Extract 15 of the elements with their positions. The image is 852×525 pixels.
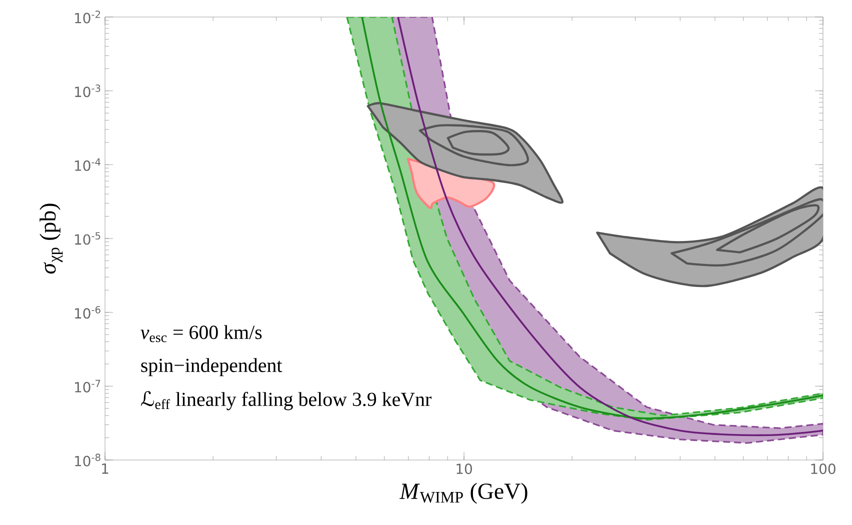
x-tick-label: 100 bbox=[811, 464, 836, 474]
annotation: v$_{esc}$ = 600 km/s bbox=[140, 325, 262, 342]
y-tick-label: 10$^{-4}$ bbox=[75, 158, 100, 171]
y-axis-title: σ$_{χp}$ (pb) bbox=[40, 204, 63, 274]
x-tick-label: 10 bbox=[456, 464, 472, 474]
y-tick-label: 10$^{-5}$ bbox=[75, 232, 100, 245]
annotation: ℒ$_{eff}$ linearly falling below 3.9 keVnr bbox=[141, 391, 432, 410]
y-tick-label: 10$^{-6}$ bbox=[75, 306, 100, 319]
annotation: spin−independent bbox=[141, 358, 282, 376]
y-tick-label: 10$^{-3}$ bbox=[75, 84, 100, 98]
y-tick-label: 10$^{-7}$ bbox=[75, 380, 100, 392]
y-tick-label: 10$^{-8}$ bbox=[75, 454, 100, 466]
x-axis-title: M$_{WIMP}$ (GeV) bbox=[399, 482, 528, 504]
x-tick-label: 1 bbox=[102, 464, 108, 474]
y-tick-label: 10$^{-2}$ bbox=[75, 10, 100, 24]
